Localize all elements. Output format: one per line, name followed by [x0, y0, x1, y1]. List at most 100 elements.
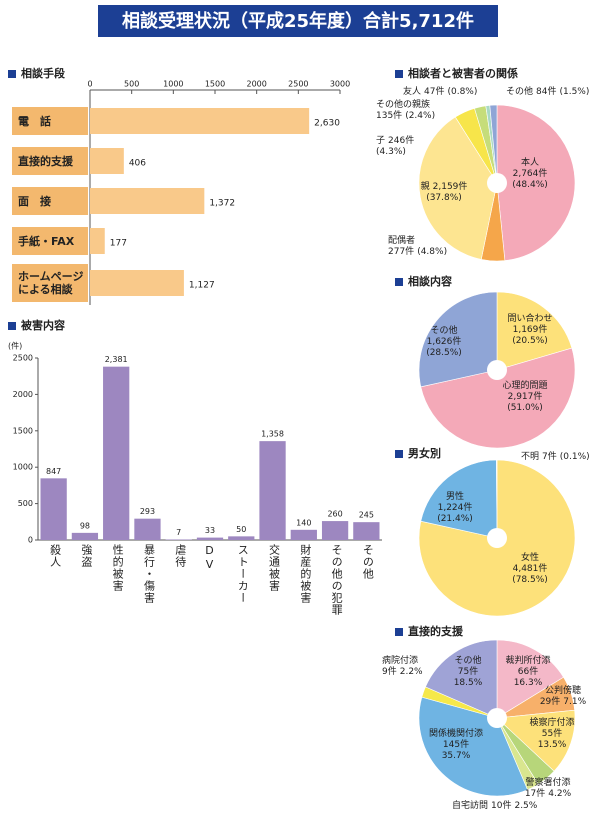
slice-label: 66件	[518, 665, 538, 677]
slice-label: 子 246件	[376, 134, 414, 146]
bar	[134, 518, 161, 540]
x-tick-label: 暴行・傷害	[142, 544, 156, 604]
x-tick-label: 虐待	[173, 544, 187, 568]
slice-label: (28.5%)	[426, 348, 462, 358]
section-marker	[8, 322, 16, 330]
slice-label: その他 84件 (1.5%)	[506, 85, 589, 97]
slice-label: 75件	[458, 665, 478, 677]
slice-label-part: (37.8%)	[426, 193, 462, 203]
slice-label-part: 18.5%	[454, 678, 483, 688]
bar	[90, 228, 105, 254]
slice-label-part: 7件	[542, 450, 557, 462]
slice-label: 2,917件	[508, 390, 543, 402]
value-label: 1,372	[209, 199, 235, 209]
slice-label-part: (20.5%)	[512, 336, 548, 346]
y-tick-label: 2500	[13, 354, 33, 363]
slice-label-part: その他	[430, 324, 457, 336]
bar	[90, 108, 310, 134]
x-tick-label: DV	[203, 544, 216, 572]
pie-hole	[487, 708, 507, 728]
slice-label-part: 不明	[521, 451, 539, 462]
slice-label-part: 子	[376, 135, 385, 146]
slice-label: 裁判所付添	[505, 654, 550, 666]
slice-label: (20.5%)	[512, 336, 548, 346]
slice-label-part: 145件	[443, 738, 469, 750]
slice-label: (48.4%)	[512, 180, 548, 190]
section-title: 直接的支援	[408, 624, 464, 638]
slice-label-part: 66件	[518, 665, 538, 677]
slice-label-part: 問い合わせ	[507, 312, 552, 324]
bar	[71, 532, 99, 540]
value-label: 245	[359, 511, 374, 520]
y-tick-label: 0	[28, 536, 33, 545]
slice-label-part: 29件	[540, 695, 560, 707]
slice-label: 1,169件	[513, 323, 548, 335]
slice-label-part: 16.3%	[514, 678, 543, 688]
x-tick-label: 3000	[330, 80, 350, 89]
value-label: 140	[296, 518, 311, 527]
slice-label-part: (51.0%)	[507, 403, 543, 413]
slice-label-part: 2.5%	[514, 801, 537, 811]
slice-label: 29件 7.1%	[540, 695, 587, 707]
slice-label-part: 2,917件	[508, 390, 543, 402]
slice-label-part: 35.7%	[442, 751, 471, 761]
y-axis-label: (件)	[8, 341, 22, 351]
section-marker	[8, 70, 16, 78]
slice-label-part: 277件	[388, 245, 414, 257]
slice-label-part: (2.4%)	[405, 111, 435, 121]
section-title: 被害内容	[21, 318, 65, 332]
slice-label: 1,626件	[427, 335, 462, 347]
slice-label-part: その他の親族	[376, 98, 430, 110]
value-label: 33	[205, 526, 215, 535]
slice-label-part: 男性	[446, 490, 464, 502]
slice-label: 女性	[521, 551, 539, 563]
slice-label-part: (21.4%)	[437, 514, 473, 524]
pie-slice	[420, 459, 498, 539]
slice-label: 問い合わせ	[507, 312, 552, 324]
value-label: 2,630	[314, 119, 340, 129]
slice-label: 18.5%	[454, 678, 483, 688]
bar	[40, 478, 67, 540]
value-label: 406	[129, 159, 146, 169]
value-label: 847	[46, 467, 61, 476]
slice-label-part: 配偶者	[388, 234, 415, 246]
x-tick-label: 0	[87, 80, 92, 89]
slice-label-part: 1,626件	[427, 335, 462, 347]
title-banner	[98, 5, 498, 37]
slice-label-part: 1,224件	[438, 501, 473, 513]
slice-label: (4.3%)	[376, 147, 406, 157]
slice-label: 病院付添	[382, 654, 418, 666]
x-tick-label: 2500	[288, 80, 308, 89]
category-label: 面 接	[12, 187, 88, 215]
value-label: 1,358	[261, 430, 284, 439]
slice-label: 親 2,159件	[421, 180, 468, 192]
slice-label-part: 2,159件	[433, 180, 468, 192]
slice-label: 145件	[443, 738, 469, 750]
category-label: 直接的支援	[12, 147, 88, 175]
x-tick-label: ストーカー	[236, 544, 250, 604]
page-title: 相談受理状況（平成25年度）合計5,712件	[122, 10, 474, 32]
x-tick-label: 1500	[205, 80, 225, 89]
slice-label-part: 病院付添	[382, 654, 418, 666]
bar	[321, 521, 349, 540]
bar	[228, 536, 255, 540]
value-label: 2,381	[105, 355, 128, 364]
x-tick-label: 交通被害	[267, 544, 281, 592]
slice-label: 公判傍聴	[545, 684, 581, 696]
pie-slice	[496, 291, 573, 371]
section-marker	[395, 278, 403, 286]
bar	[103, 366, 130, 540]
slice-label: (78.5%)	[512, 575, 548, 585]
slice-label: (51.0%)	[507, 403, 543, 413]
pie-hole	[487, 360, 507, 380]
slice-label-part: 13.5%	[538, 740, 567, 750]
section-title: 相談内容	[408, 274, 452, 288]
slice-label-part: (4.8%)	[417, 247, 447, 257]
slice-label-part: 裁判所付添	[505, 654, 550, 666]
pie-slice	[496, 459, 498, 539]
slice-label-part: 10件	[491, 799, 511, 811]
bar	[259, 441, 286, 540]
section-title: 男女別	[408, 446, 441, 460]
